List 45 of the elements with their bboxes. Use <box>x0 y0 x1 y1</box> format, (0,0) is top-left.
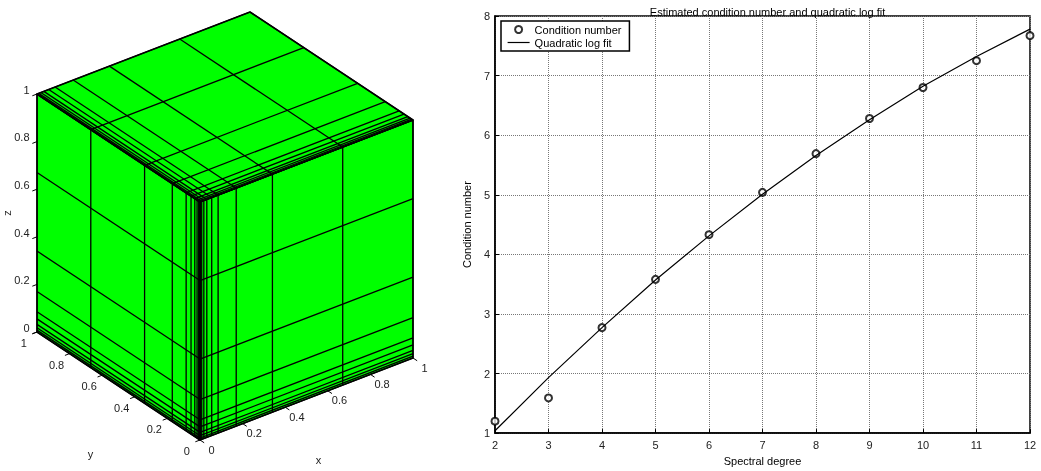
x-tick-label: 5 <box>652 438 659 451</box>
text: 1 <box>20 336 27 349</box>
y-tick-label: 2 <box>483 367 490 380</box>
text: 0.8 <box>374 378 390 391</box>
y-tick-label: 5 <box>483 188 490 201</box>
text: 0.6 <box>14 178 30 191</box>
text: 0.6 <box>331 394 348 407</box>
x-tick-label: 10 <box>916 438 930 451</box>
text: y <box>87 447 94 460</box>
text: 0 <box>183 444 190 457</box>
y-tick-label: 6 <box>483 129 490 142</box>
text: 1 <box>23 83 30 96</box>
text: x <box>315 453 322 466</box>
x-tick-label: 7 <box>759 438 766 451</box>
x-axis-title: Spectral degree <box>723 454 802 467</box>
x-tick-label: 12 <box>1023 438 1037 451</box>
text: 0.2 <box>14 274 30 287</box>
legend-label: Condition number <box>534 23 622 36</box>
legend-label: Quadratic log fit <box>534 36 612 49</box>
text: 0 <box>208 443 215 456</box>
y-tick-label: 1 <box>483 427 490 440</box>
text: 0.2 <box>246 427 262 440</box>
chart-title: Estimated condition number and quadratic log fit <box>649 5 886 18</box>
y-tick-label: 4 <box>483 248 490 261</box>
x-tick-label: 11 <box>970 438 983 451</box>
y-tick-label: 7 <box>483 69 490 82</box>
y-tick-label: 3 <box>483 307 490 320</box>
y-axis-title: Condition number <box>461 180 474 268</box>
text: 0.4 <box>114 401 130 414</box>
text: 0 <box>23 321 30 334</box>
text: 0.8 <box>48 358 65 371</box>
text: 1 <box>421 361 428 374</box>
x-tick-label: 3 <box>545 438 552 451</box>
text: 0.2 <box>146 423 162 436</box>
y-tick-label: 8 <box>483 10 490 22</box>
text: 0.6 <box>81 380 97 393</box>
x-tick-label: 6 <box>705 438 713 451</box>
x-tick-label: 8 <box>812 438 820 451</box>
text: z <box>0 210 13 216</box>
x-tick-label: 4 <box>598 438 606 451</box>
text: 0.4 <box>289 410 305 423</box>
x-tick-label: 9 <box>866 438 873 451</box>
text: 0.8 <box>14 131 30 144</box>
x-tick-label: 2 <box>491 438 499 451</box>
text: 0.4 <box>14 226 30 239</box>
